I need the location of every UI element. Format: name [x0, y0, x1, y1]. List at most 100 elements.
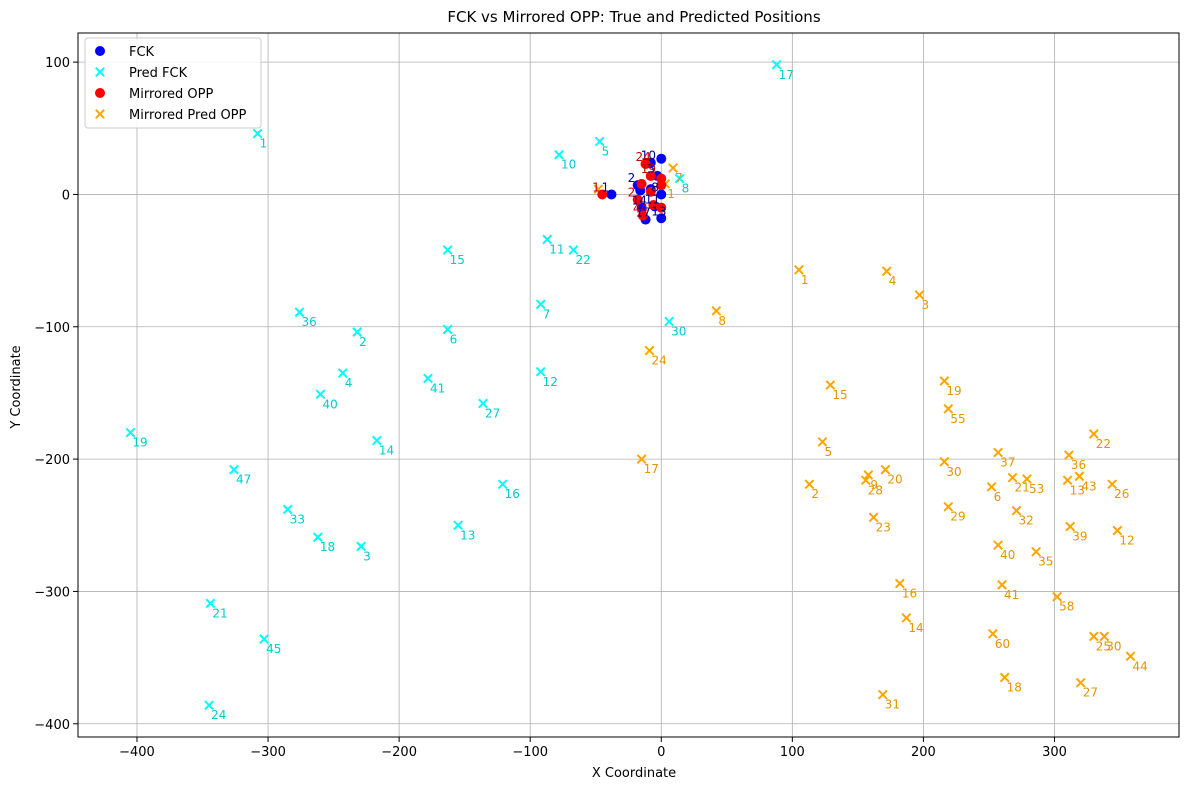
point-label: 12 [543, 375, 558, 389]
data-point [804, 479, 815, 490]
point-label: 28 [868, 483, 883, 497]
data-point [1022, 474, 1032, 484]
data-point [1065, 521, 1076, 532]
data-point [999, 672, 1010, 683]
point-label: 16 [505, 487, 520, 501]
x-tick-label: 0 [657, 745, 665, 760]
data-point [606, 189, 617, 200]
legend-box [84, 37, 262, 129]
data-point [554, 149, 564, 160]
data-point [594, 136, 605, 147]
y-tick-label: −400 [34, 718, 70, 733]
point-label: 24 [211, 708, 226, 722]
point-label: 8 [682, 182, 690, 196]
data-point [1099, 631, 1110, 642]
data-point [478, 398, 488, 409]
point-label: 17 [779, 68, 794, 82]
data-point [1125, 651, 1136, 662]
point-label: 10 [561, 158, 576, 172]
data-point [914, 290, 925, 300]
point-label: 23 [876, 520, 891, 534]
point-label: 1 [601, 180, 609, 194]
data-point [636, 202, 647, 213]
y-tick-label: −200 [34, 453, 70, 468]
data-point [817, 436, 828, 447]
data-point [664, 316, 675, 327]
data-point [632, 194, 643, 205]
legend-entry: Mirrored Pred OPP [129, 108, 247, 123]
point-label: 11 [645, 192, 660, 206]
point-label: 13 [1070, 483, 1085, 497]
point-label: 16 [902, 586, 917, 600]
data-point [356, 541, 367, 552]
point-label: 24 [651, 354, 666, 368]
data-point [868, 512, 879, 523]
data-point [1088, 631, 1099, 642]
point-label: 39 [1072, 530, 1087, 544]
data-point [656, 189, 667, 200]
data-point [315, 389, 326, 400]
data-point [993, 447, 1004, 458]
point-label: 8 [651, 180, 659, 194]
point-label: 5 [824, 445, 832, 459]
data-point [656, 180, 667, 191]
data-point [282, 504, 293, 515]
grid [78, 33, 1179, 737]
data-point [597, 189, 608, 200]
data-point [645, 186, 656, 197]
data-point [640, 159, 651, 170]
data-point [204, 700, 214, 711]
data-point [542, 234, 553, 245]
y-tick-label: −300 [34, 585, 70, 600]
data-point [901, 612, 912, 623]
point-label: 43 [1081, 479, 1096, 493]
data-point [656, 213, 667, 224]
data-point [1107, 479, 1118, 490]
point-label: 40 [322, 397, 337, 411]
point-label: 53 [1029, 482, 1044, 496]
data-point [229, 464, 239, 475]
x-tick-label: −300 [250, 745, 286, 760]
data-point [535, 299, 546, 310]
x-axis-label: X Coordinate [592, 766, 676, 781]
point-label: 2 [628, 171, 636, 185]
data-point [668, 163, 678, 173]
point-label: 19 [641, 162, 656, 176]
data-point [943, 501, 954, 512]
x-tick-label: 200 [911, 745, 936, 760]
legend-entry: Mirrored OPP [129, 87, 213, 102]
point-label: 14 [908, 621, 923, 635]
chart-title: FCK vs Mirrored OPP: True and Predicted … [447, 8, 820, 26]
point-label: 14 [632, 194, 647, 208]
data-point [337, 368, 348, 378]
point-label: 8 [718, 314, 726, 328]
data-point [453, 520, 464, 531]
point-label: 3 [921, 298, 929, 312]
data-point [1088, 429, 1099, 439]
data-point [939, 456, 950, 467]
data-point [877, 689, 888, 700]
point-label: 27 [485, 407, 500, 421]
data-point [636, 454, 647, 465]
y-axis-label: Y Coordinate [9, 345, 24, 429]
legend-entry: Pred FCK [129, 66, 188, 81]
point-label: 13 [460, 528, 475, 542]
data-point [1011, 505, 1022, 516]
point-label: 3 [363, 549, 371, 563]
point-label: 22 [1096, 437, 1111, 451]
data-point [259, 634, 270, 644]
point-label: 12 [1119, 534, 1134, 548]
series-mirrored-pred-opp [593, 163, 1136, 700]
point-label: 27 [1083, 686, 1098, 700]
x-tick-label: 300 [1042, 745, 1067, 760]
point-label: 60 [995, 637, 1010, 651]
data-point [423, 373, 433, 384]
data-point [656, 202, 667, 213]
point-label: 9 [870, 478, 878, 492]
data-point [535, 366, 546, 377]
point-label: 33 [290, 512, 305, 526]
